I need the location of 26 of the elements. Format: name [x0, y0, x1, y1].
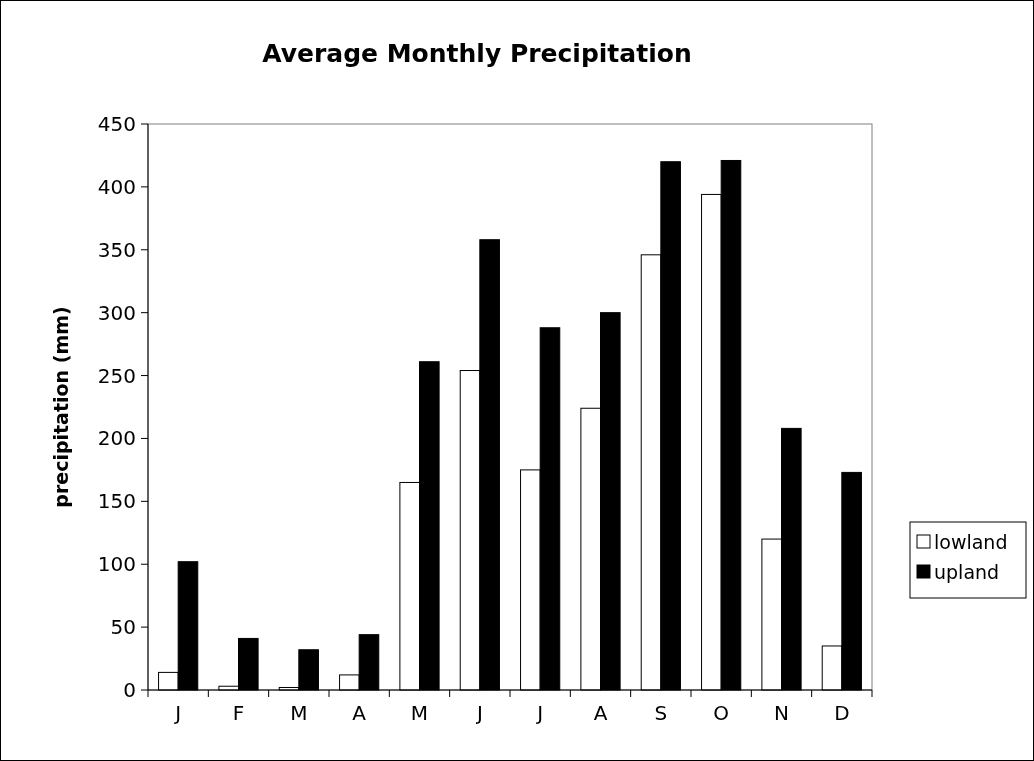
x-tick-label: N: [774, 701, 789, 725]
y-axis-title: precipitation (mm): [50, 306, 72, 508]
x-tick-label: F: [232, 701, 245, 725]
x-tick-label: M: [410, 701, 429, 725]
x-tick-label: A: [352, 701, 367, 725]
y-tick-label: 400: [97, 174, 136, 199]
chart-title: Average Monthly Precipitation: [262, 39, 692, 68]
x-tick-label: M: [290, 701, 308, 725]
y-tick-label: 0: [123, 678, 136, 702]
x-tick-label: J: [535, 701, 544, 725]
y-tick-label: 200: [97, 426, 136, 451]
y-tick-label: 150: [97, 489, 136, 514]
x-tick-label: A: [593, 701, 608, 725]
y-tick-label: 300: [97, 300, 136, 325]
y-tick-label: 350: [97, 237, 136, 262]
legend-label: lowland: [934, 530, 1008, 553]
y-tick-label: 250: [97, 363, 136, 388]
y-tick-label: 50: [110, 615, 136, 640]
legend-label: upland: [934, 560, 1000, 583]
x-tick-label: J: [173, 701, 182, 725]
x-tick-label: J: [474, 701, 483, 725]
x-tick-label: S: [654, 701, 668, 725]
y-tick-label: 100: [97, 552, 136, 577]
x-tick-label: D: [834, 701, 850, 725]
x-tick-label: O: [713, 701, 730, 725]
y-tick-label: 450: [97, 112, 136, 136]
